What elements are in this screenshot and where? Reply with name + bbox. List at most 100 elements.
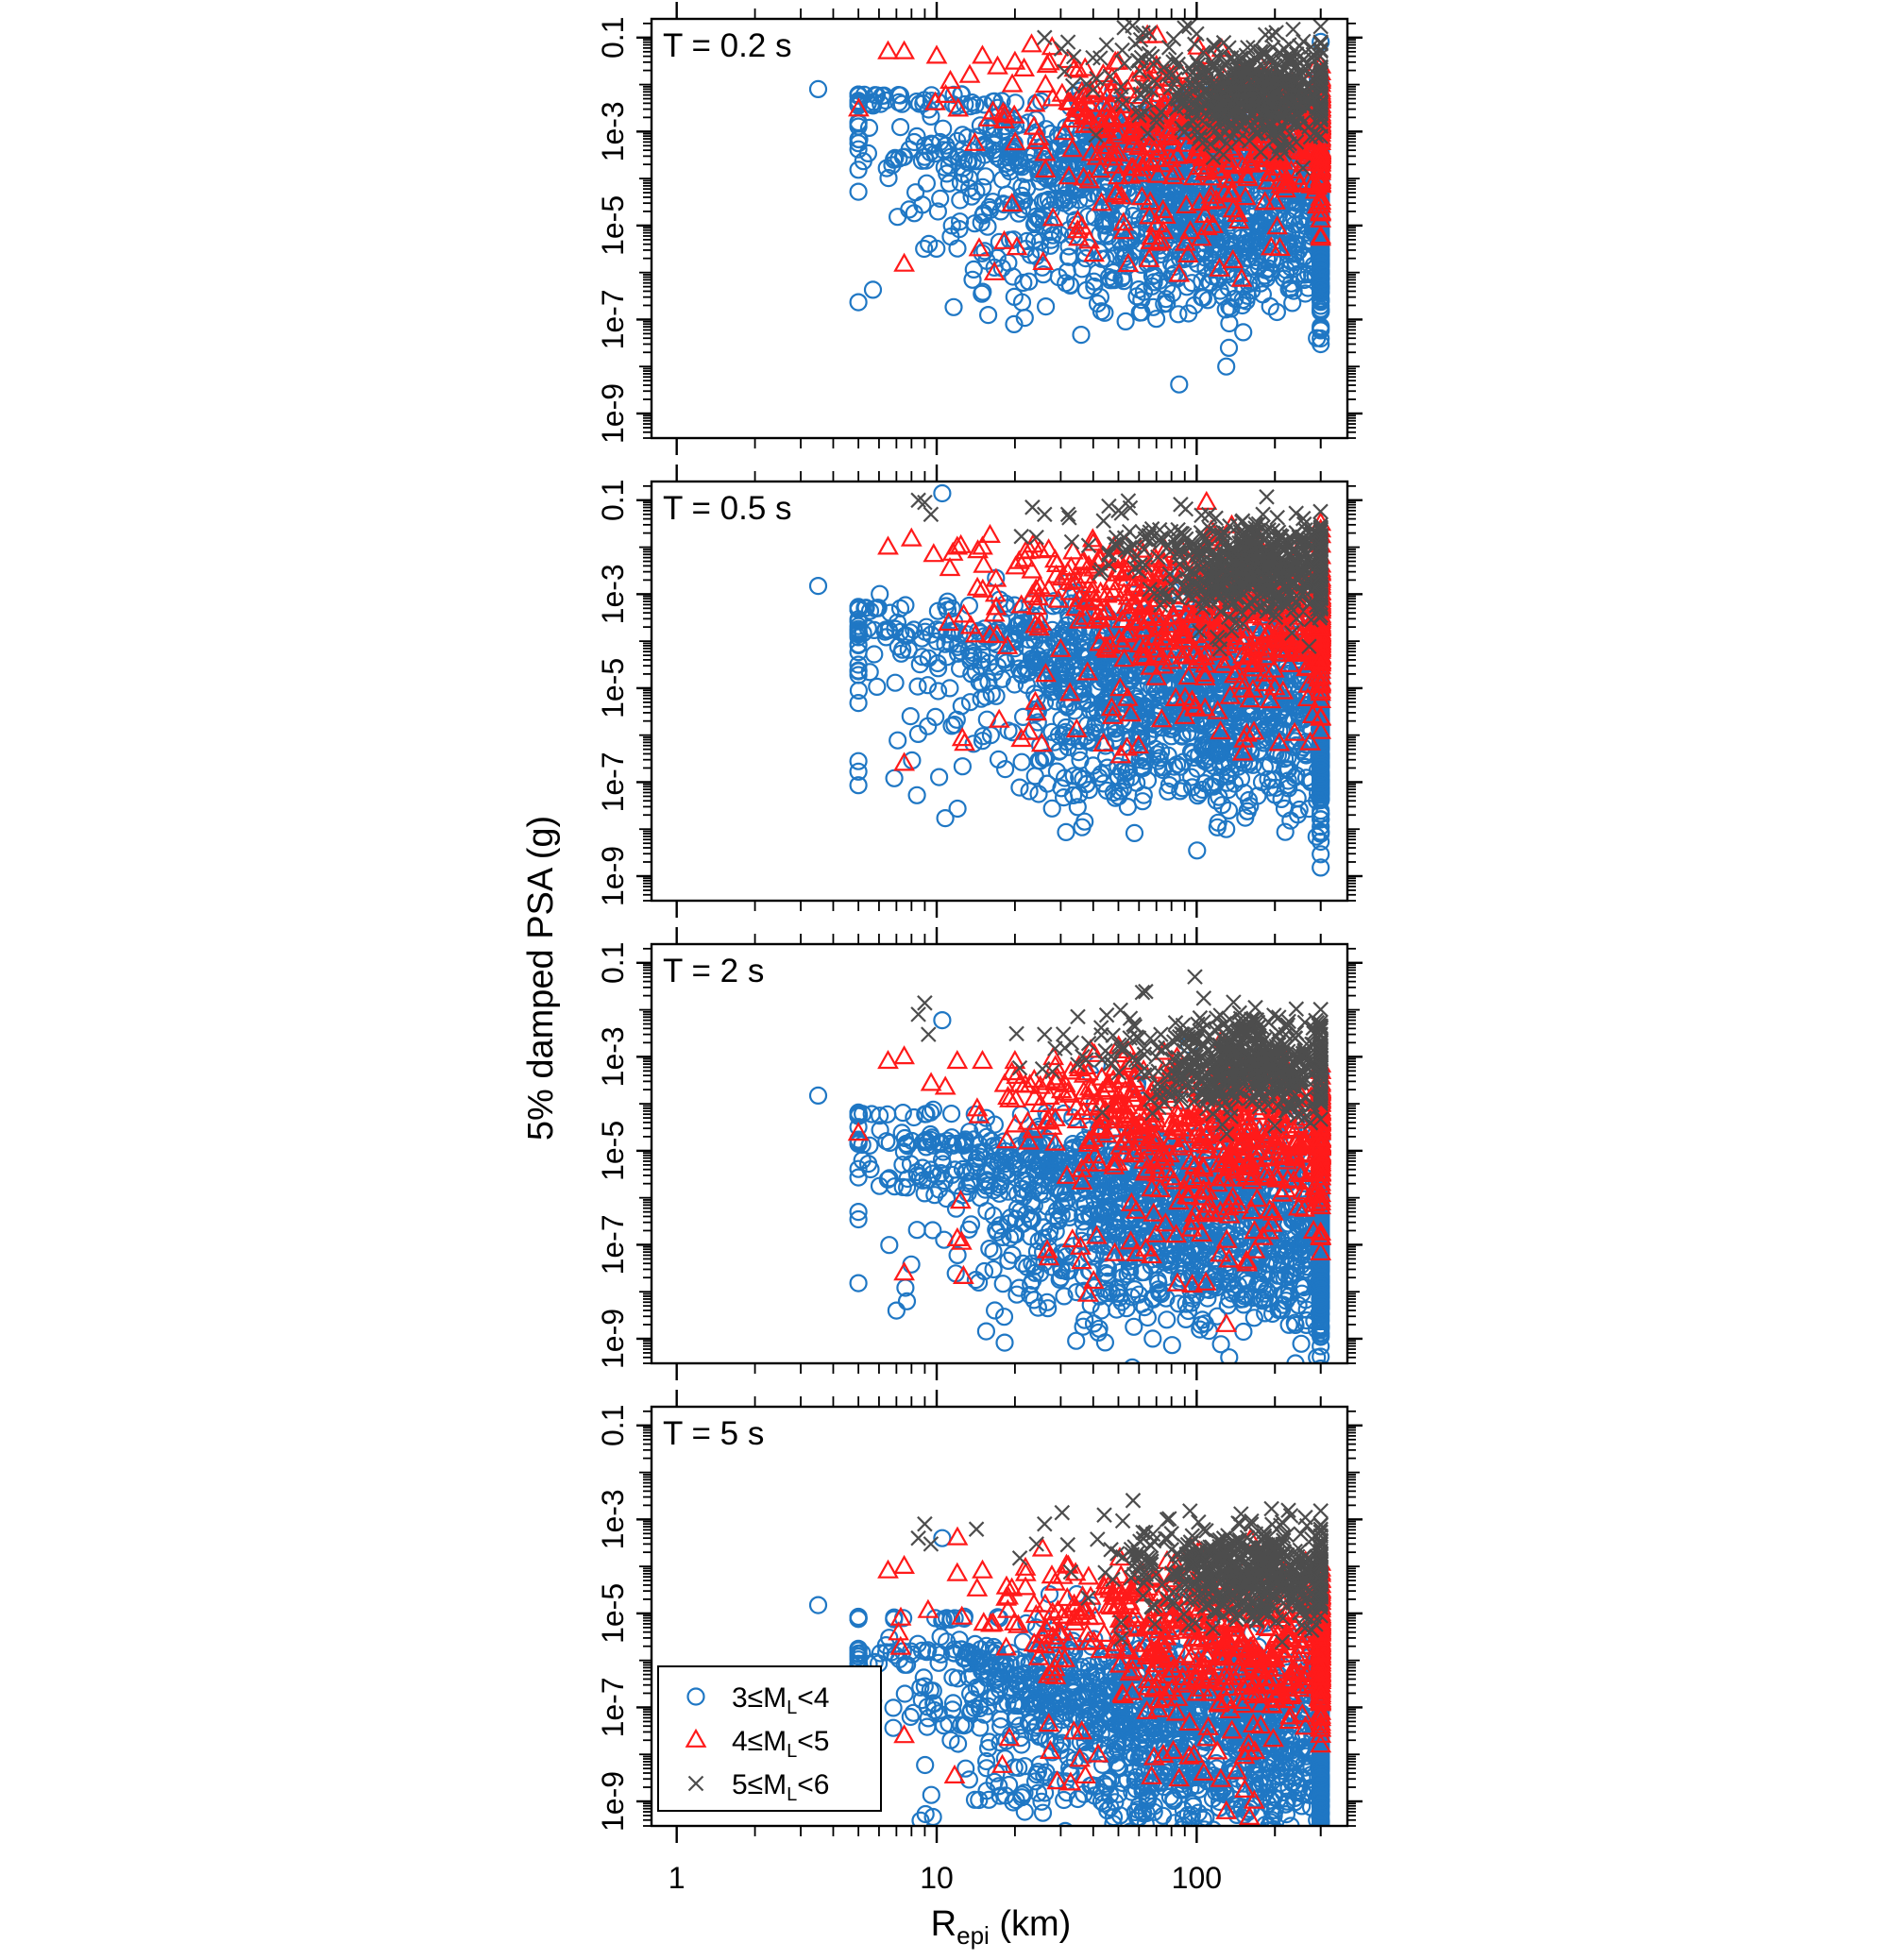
data-point	[1015, 309, 1034, 328]
data-point	[918, 676, 938, 695]
data-point	[1095, 668, 1115, 688]
data-point	[1263, 702, 1283, 721]
data-point	[1261, 724, 1280, 743]
data-point	[935, 83, 956, 104]
data-point	[1064, 77, 1081, 94]
data-point	[849, 681, 869, 701]
data-point	[1112, 220, 1135, 240]
data-point	[1041, 87, 1064, 107]
data-point	[1067, 210, 1089, 229]
data-point	[1240, 40, 1256, 56]
data-point	[1221, 136, 1244, 156]
data-point	[1270, 127, 1286, 144]
data-point	[947, 710, 966, 729]
data-point	[1012, 752, 1031, 771]
data-point	[973, 674, 991, 693]
data-point	[1269, 236, 1291, 256]
data-point	[1058, 165, 1080, 185]
data-point	[854, 152, 872, 171]
data-point	[928, 202, 948, 221]
data-point	[1170, 375, 1189, 394]
data-point	[964, 646, 983, 666]
data-point	[948, 637, 967, 656]
data-point	[940, 679, 959, 698]
data-point	[1041, 222, 1060, 242]
data-point	[1106, 180, 1127, 200]
data-point	[1125, 823, 1144, 843]
data-point	[1059, 237, 1078, 256]
data-point	[1120, 156, 1143, 177]
data-point	[964, 131, 986, 151]
data-point	[1160, 126, 1183, 145]
data-point	[1034, 73, 1057, 93]
data-point	[1250, 238, 1269, 257]
data-point	[1079, 781, 1099, 800]
series-cross	[1037, 19, 1329, 177]
data-point	[1189, 54, 1205, 70]
data-point	[848, 97, 870, 117]
data-point	[1217, 819, 1236, 838]
data-point	[1174, 671, 1193, 690]
data-point	[1191, 227, 1212, 246]
data-point	[980, 200, 1000, 219]
data-point	[1295, 33, 1312, 50]
data-point	[872, 94, 890, 113]
data-point	[1232, 65, 1249, 82]
data-point	[1312, 810, 1330, 829]
data-point	[917, 174, 937, 193]
data-point	[1053, 157, 1072, 176]
data-point	[1290, 214, 1309, 233]
data-point	[978, 306, 998, 325]
data-point	[962, 187, 981, 206]
data-point	[1144, 48, 1160, 65]
data-point	[1260, 247, 1278, 266]
data-point	[1170, 85, 1186, 102]
data-point	[849, 635, 868, 654]
data-point	[901, 706, 920, 726]
data-point	[1137, 79, 1154, 96]
data-point	[941, 147, 960, 166]
data-point	[1167, 71, 1183, 87]
data-point	[1290, 800, 1309, 819]
data-point	[993, 229, 1015, 249]
data-point	[1312, 773, 1330, 792]
panel-label: T = 0.2 s	[663, 27, 792, 64]
data-point	[1312, 275, 1330, 294]
data-point	[1312, 822, 1330, 841]
data-point	[985, 258, 1004, 277]
data-point	[1041, 230, 1060, 249]
data-point	[1227, 210, 1250, 229]
data-point	[1312, 19, 1329, 35]
y-tick-label: 1e-7	[596, 752, 630, 812]
data-point	[938, 164, 956, 183]
data-point	[1174, 120, 1190, 137]
data-point	[1218, 54, 1235, 70]
data-point	[1060, 628, 1080, 647]
data-point	[1283, 294, 1302, 313]
data-point	[966, 95, 985, 114]
data-point	[940, 69, 961, 90]
data-point	[1295, 160, 1312, 177]
data-point	[1116, 55, 1133, 72]
data-point	[1265, 162, 1287, 182]
data-point	[1113, 88, 1130, 104]
data-point	[910, 94, 929, 113]
data-point	[1063, 185, 1083, 204]
data-point	[1091, 192, 1112, 211]
data-point	[1086, 145, 1109, 165]
data-point	[1140, 229, 1162, 249]
data-point	[1131, 186, 1153, 206]
data-point	[1200, 184, 1223, 204]
data-point	[1129, 692, 1149, 711]
data-point	[1247, 125, 1264, 142]
data-point	[850, 130, 869, 149]
data-point	[1266, 215, 1288, 235]
data-point	[1241, 153, 1262, 173]
data-point	[938, 648, 956, 667]
data-point	[972, 651, 991, 669]
data-point	[1085, 49, 1101, 66]
data-point	[893, 40, 915, 59]
data-point	[1017, 637, 1036, 656]
data-point	[1189, 124, 1206, 141]
data-point	[1055, 769, 1075, 787]
